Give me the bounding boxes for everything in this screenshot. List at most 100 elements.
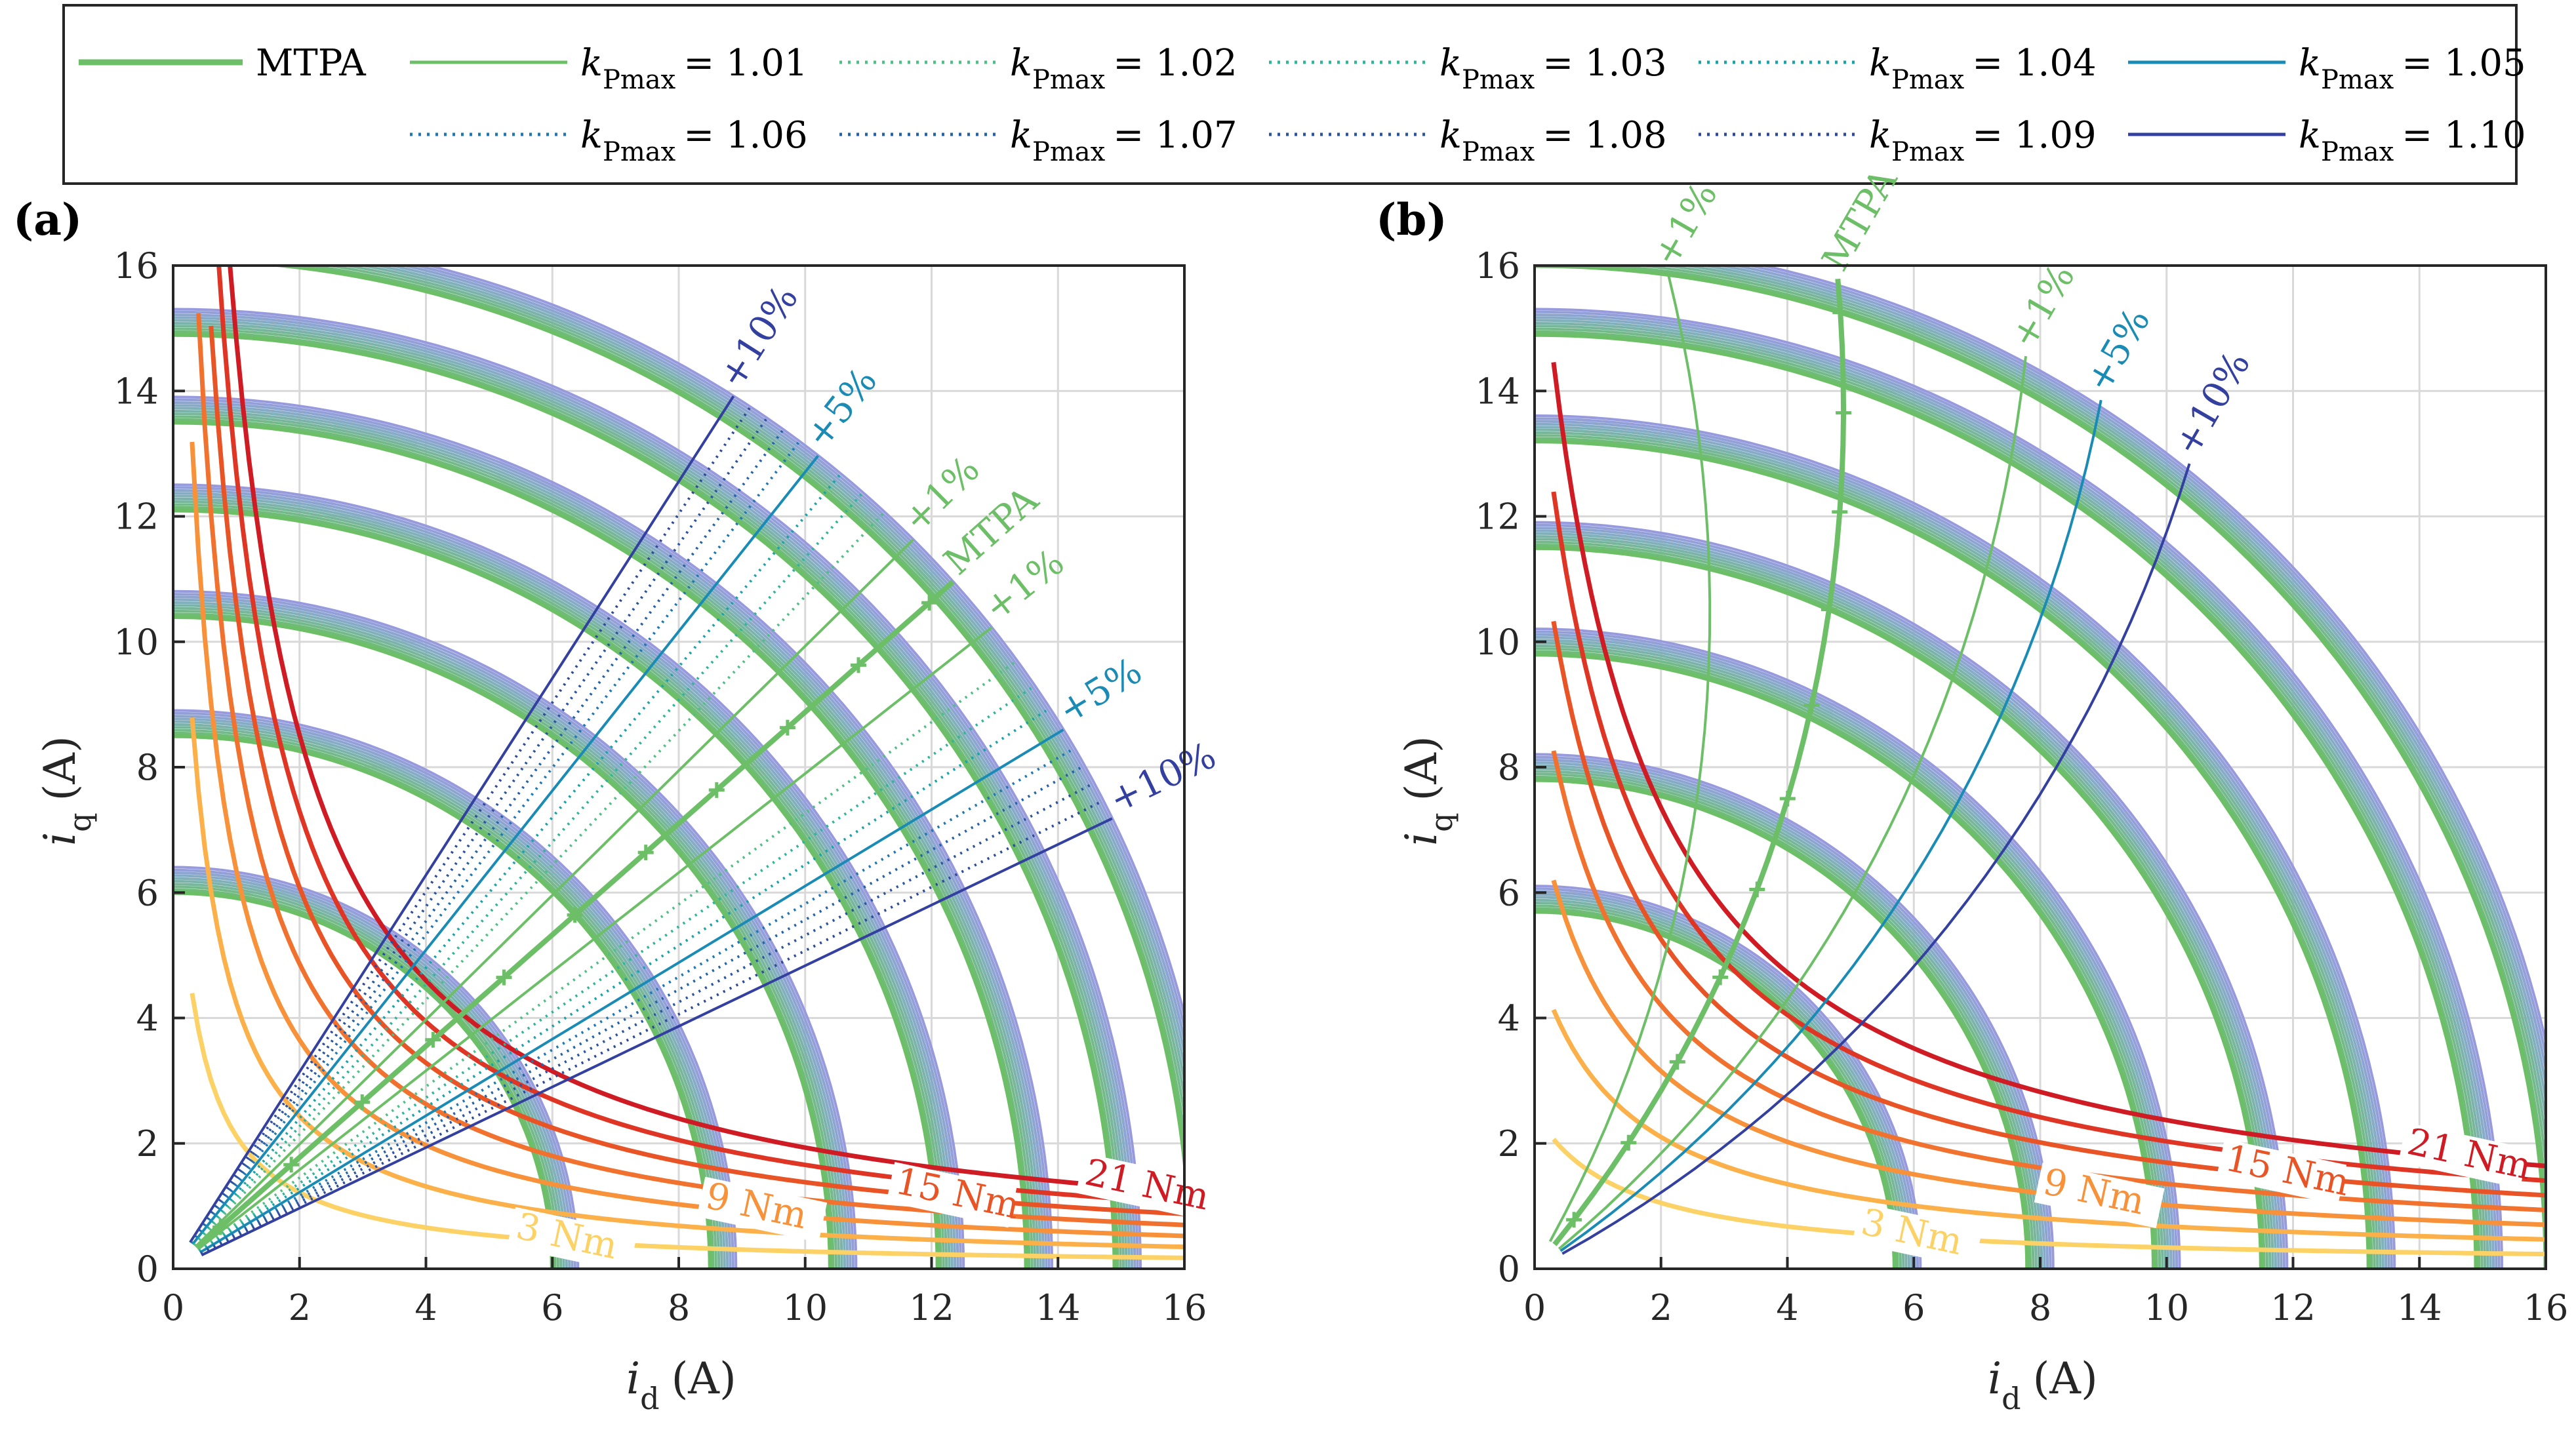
current-circle-arc [173,709,738,1269]
current-circle-arc [1535,417,2393,1269]
y-tick-label: 8 [136,747,159,788]
mtpa-marker [1566,1212,1582,1228]
current-circle-arc [173,595,852,1269]
current-circle-arc [1535,652,2156,1269]
current-circle-band [1535,521,2289,1269]
current-circle-arc [1535,321,2489,1269]
x-tick-label: 14 [2397,1287,2442,1328]
current-circle-arc [1535,332,2479,1269]
mtpa-markers [1566,304,1852,1228]
chart-panel-b: +10%+5%+1%MTPA+1%3 Nm9 Nm 15 Nm 21 Nm0 2 4 6 8… [1396,161,2568,1416]
panel-label-b: (b) [1376,194,1447,245]
y-axis-label: iq(A) [35,736,98,846]
operating-line-k1.03 [193,492,864,1246]
current-circle-arc [1535,308,2504,1269]
current-circle-arc [173,508,940,1269]
y-tick-label: 8 [1498,747,1520,788]
current-circle-arc [398,266,1184,1045]
current-circle-arc [173,607,841,1269]
legend-label-k107: kPmax = 1.07 [1010,114,1238,167]
y-tick-label: 6 [136,872,159,913]
current-circle-arc [173,888,557,1269]
current-circle-arc [173,483,965,1269]
x-tick-label: 2 [1650,1287,1672,1328]
y-tick-label: 10 [1475,622,1520,663]
operating-line-k1.04 [192,473,842,1246]
current-circle-arc [1535,540,2268,1269]
mtpa-marker [637,845,654,861]
x-axis-label: id (A) [1988,1353,2098,1416]
current-circle-arc [1535,545,2264,1269]
mtpa-marker [1821,601,1837,618]
current-circle-arc [1535,529,2280,1269]
operating-line-plus10pct [201,817,1113,1257]
x-tick-label: 8 [668,1287,690,1328]
torque-label-bg [2398,1123,2529,1189]
operating-line-k1.07 [190,429,784,1245]
operating-line-plus10pct [1561,463,2191,1255]
mtpa-marker [1836,405,1852,421]
current-circle-arc [1696,266,2546,1109]
current-circle-arc [1535,439,2371,1269]
current-circle-arc [1535,426,2385,1269]
operating-line-plus1pct [194,538,914,1248]
current-circle-arc [299,266,1184,1144]
current-circle-arc [173,723,723,1269]
x-tick-label: 14 [1036,1287,1081,1328]
x-tick-label: 2 [289,1287,311,1328]
current-circle-arc [1535,753,2055,1269]
torque-curve-6 [1551,1008,2546,1242]
current-circle-band [1535,414,2396,1269]
current-circle-arc [173,409,1039,1269]
current-circle-arc [1535,907,1899,1269]
torque-curve-21 [1551,362,2546,1168]
current-circle-arc [1535,898,1908,1269]
operating-line-plus5pct [191,454,819,1245]
operating-line-plus1pct [1548,273,1712,1243]
current-circle-arc [173,614,833,1269]
current-circle-arc [173,877,568,1269]
y-tick-label: 2 [136,1123,159,1165]
legend-label-k110: kPmax = 1.10 [2299,114,2526,167]
current-circle-arc [173,327,1122,1269]
current-circle-arc [385,266,1184,1058]
current-circle-arc [1535,330,2481,1269]
torque-label-bg [2216,1139,2347,1205]
torque-curve-15 [1551,620,2546,1198]
current-circle-arc [173,404,1045,1269]
current-circle-arc [173,325,1125,1269]
y-tick-label: 10 [113,622,159,663]
torque-curve-3 [1552,1138,2546,1257]
mtpa-marker [354,1094,371,1110]
current-circle-arc [371,266,1184,1073]
torque-label-bg [1076,1153,1207,1219]
operating-line-plus5pct [1560,399,2103,1252]
y-tick-label: 0 [1498,1248,1520,1290]
x-tick-label: 10 [2144,1287,2189,1328]
current-circle-arc [1535,630,2179,1269]
y-tick-label: 4 [136,998,159,1039]
operating-line-plus5pct [199,728,1064,1254]
current-circle-band [1535,885,1922,1269]
current-circle-arc [173,500,948,1269]
operating-line-label: +10% [1103,734,1223,822]
current-circle-arc [1535,310,2501,1269]
y-tick-label: 6 [1498,872,1520,913]
torque-curve-18 [1551,491,2546,1184]
current-circle-arc [173,593,855,1269]
current-circle-arc [1535,538,2272,1269]
x-tick-label: 0 [1523,1287,1546,1328]
current-circle-arc [1535,327,2484,1269]
current-circle-arc [173,310,1139,1269]
mtpa-marker [1803,697,1820,713]
y-tick-label: 4 [1498,998,1520,1039]
torque-curve-12 [1551,750,2546,1212]
current-circle-arc [173,503,945,1269]
operating-line-label: +5% [797,360,885,456]
y-tick-label: 14 [113,370,159,412]
current-circle-arc [1535,266,2546,1269]
current-circle-arc [173,313,1137,1269]
current-circle-arc [173,609,837,1269]
plot-area [173,266,1184,1269]
